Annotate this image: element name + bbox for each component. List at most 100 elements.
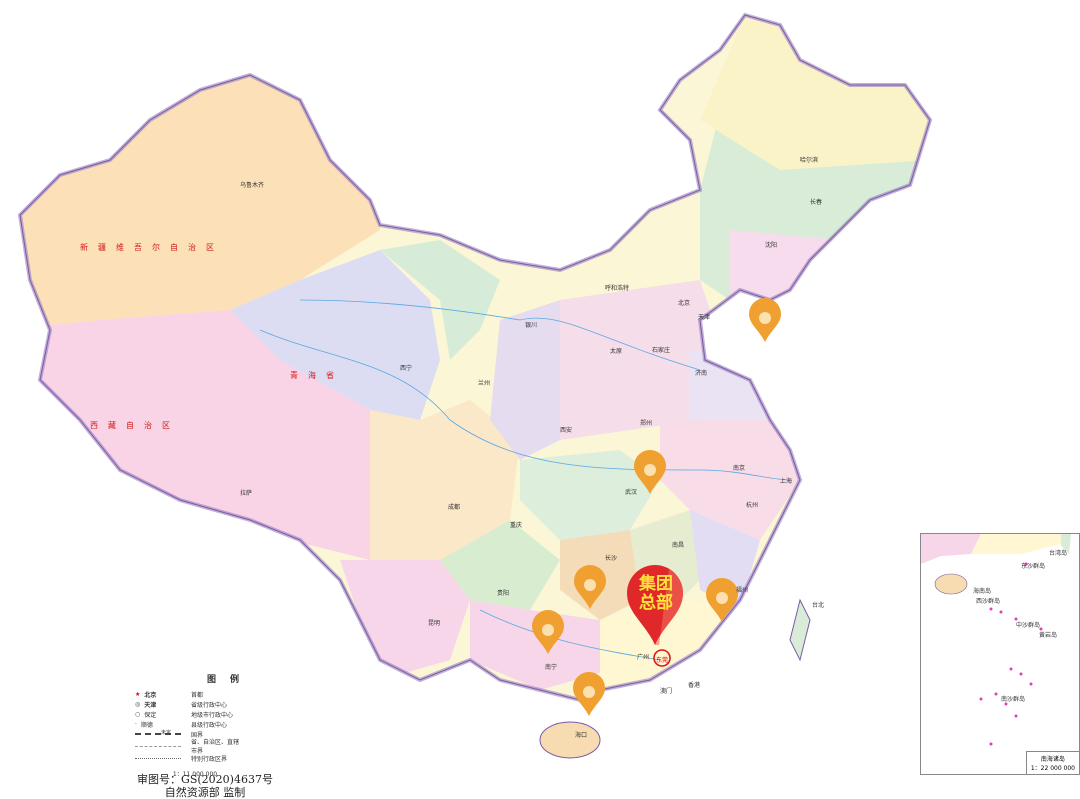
region-sichuan <box>370 400 520 560</box>
dongguan-highlight <box>653 649 671 667</box>
city-label: 重庆 <box>510 522 523 529</box>
legend-title: 图例 <box>206 675 253 685</box>
legend-desc: 特别行政区界 <box>191 755 228 763</box>
small-circle-icon: ○ <box>135 710 141 718</box>
city-label: 兰州 <box>478 380 491 387</box>
city-label: 拉萨 <box>240 490 253 497</box>
marker-pin <box>706 578 738 622</box>
region-north <box>520 280 720 440</box>
region-fujian <box>690 510 760 610</box>
taiwan-island <box>789 598 811 662</box>
city-label: 长沙 <box>605 555 618 562</box>
region-liaoning <box>730 230 840 300</box>
city-label: 杭州 <box>746 502 759 509</box>
highlighted-city-label: 东莞 <box>656 657 669 664</box>
city-label: 南宁 <box>545 664 558 671</box>
marker-pin <box>574 565 606 609</box>
city-label: 呼和浩特 <box>605 285 630 292</box>
city-label: 太原 <box>610 348 623 355</box>
legend-symbol-label: 保定 <box>144 711 157 719</box>
city-label: 天津 <box>698 314 711 321</box>
region-gansu <box>380 240 500 360</box>
hq-label-line: 集团 <box>639 574 673 594</box>
region-east <box>660 420 800 540</box>
inset-label: 东沙群岛 <box>1021 563 1046 570</box>
legend-item: · 顺德 县级行政中心 <box>135 719 325 729</box>
city-label: 福州 <box>736 587 749 594</box>
legend-desc: 首都 <box>191 691 204 699</box>
red-star-icon: ★ <box>135 690 141 698</box>
marker-pin <box>573 672 605 716</box>
city-label: 北京 <box>678 300 691 307</box>
legend-item: 省、自治区、直辖市界 <box>135 739 325 755</box>
legend-symbol-label: 天津 <box>144 701 157 709</box>
city-label: 郑州 <box>640 420 653 427</box>
province-line-icon <box>135 745 181 747</box>
city-label: 石家庄 <box>652 347 671 354</box>
region-label: 新疆维吾尔自治区 <box>80 243 224 252</box>
legend-symbol-label: 未定 <box>161 730 172 736</box>
legend-item: ○ 保定 地级市行政中心 <box>135 709 325 719</box>
hainan-island <box>539 721 601 759</box>
dot-icon: · <box>135 720 137 728</box>
city-label: 昆明 <box>428 620 441 627</box>
hq-label-line: 总部 <box>639 593 673 613</box>
city-label: 海口 <box>575 732 588 739</box>
city-label: 哈尔滨 <box>800 157 819 164</box>
inset-label: 海南岛 <box>973 588 992 595</box>
legend-desc: 国界 <box>191 731 204 739</box>
city-label: 武汉 <box>625 489 638 496</box>
legend-item: 未定 国界 <box>135 729 325 739</box>
city-label: 西宁 <box>400 365 413 372</box>
hq-label: 集团 总部 <box>630 575 682 613</box>
city-label: 南京 <box>733 465 746 472</box>
region-heilongjiang <box>700 15 930 170</box>
marker-pin <box>749 298 781 342</box>
inset-label: 台湾岛 <box>1049 550 1068 557</box>
inset-label: 南沙群岛 <box>1001 696 1026 703</box>
city-label: 乌鲁木齐 <box>240 182 265 189</box>
approval-number: 审图号：GS(2020)4637号 <box>137 773 273 786</box>
region-hubei <box>520 450 660 540</box>
inset-map <box>921 534 1071 746</box>
rivers <box>259 299 791 661</box>
sar-line-icon <box>135 757 181 759</box>
city-label: 西安 <box>560 427 573 434</box>
city-label: 长春 <box>810 199 823 206</box>
hq-marker-pin <box>627 565 683 645</box>
city-label: 银川 <box>525 322 538 329</box>
location-markers <box>532 298 781 716</box>
city-label: 贵阳 <box>497 590 510 597</box>
city-label: 南昌 <box>672 542 685 549</box>
region-qinghai <box>230 250 440 420</box>
map-approval-caption: 审图号：GS(2020)4637号 自然资源部 监制 <box>135 773 275 799</box>
city-label: 广州 <box>637 654 650 661</box>
inset-label: 黄岩岛 <box>1039 632 1058 639</box>
region-guangdong <box>600 600 740 690</box>
legend-desc: 县级行政中心 <box>191 721 228 729</box>
region-guizhou <box>440 520 560 610</box>
city-label: 上海 <box>780 478 793 485</box>
city-label: 香港 <box>688 682 701 689</box>
legend-desc: 省级行政中心 <box>191 701 228 709</box>
legend-desc: 地级市行政中心 <box>191 711 234 719</box>
city-label: 台北 <box>812 602 825 609</box>
city-label: 澳门 <box>660 688 673 695</box>
city-label: 成都 <box>448 504 461 511</box>
city-label: 济南 <box>695 370 708 377</box>
legend-item: ◎ 天津 省级行政中心 <box>135 699 325 709</box>
region-shaanxi <box>490 300 560 460</box>
region-label: 青海省 <box>290 371 344 380</box>
legend-item: ★ 北京 首都 <box>135 689 325 699</box>
inset-label: 中沙群岛 <box>1016 622 1041 629</box>
legend-symbol-label: 北京 <box>144 691 157 699</box>
map-scale: 1：11 000 000 <box>172 771 218 778</box>
region-guangxi <box>470 600 610 690</box>
inset-title-box: 南海诸岛 1：22 000 000 <box>1025 751 1079 774</box>
legend-symbol-label: 顺德 <box>140 721 153 729</box>
legend-item: 特别行政区界 <box>135 753 325 763</box>
inset-title: 南海诸岛 <box>1040 756 1065 763</box>
inset-scale: 1：22 000 000 <box>1030 765 1075 772</box>
south-china-sea-inset: 东沙群岛 西沙群岛 中沙群岛 南沙群岛 黄岩岛 海南岛 台湾岛 南海诸岛 1：2… <box>920 533 1080 775</box>
